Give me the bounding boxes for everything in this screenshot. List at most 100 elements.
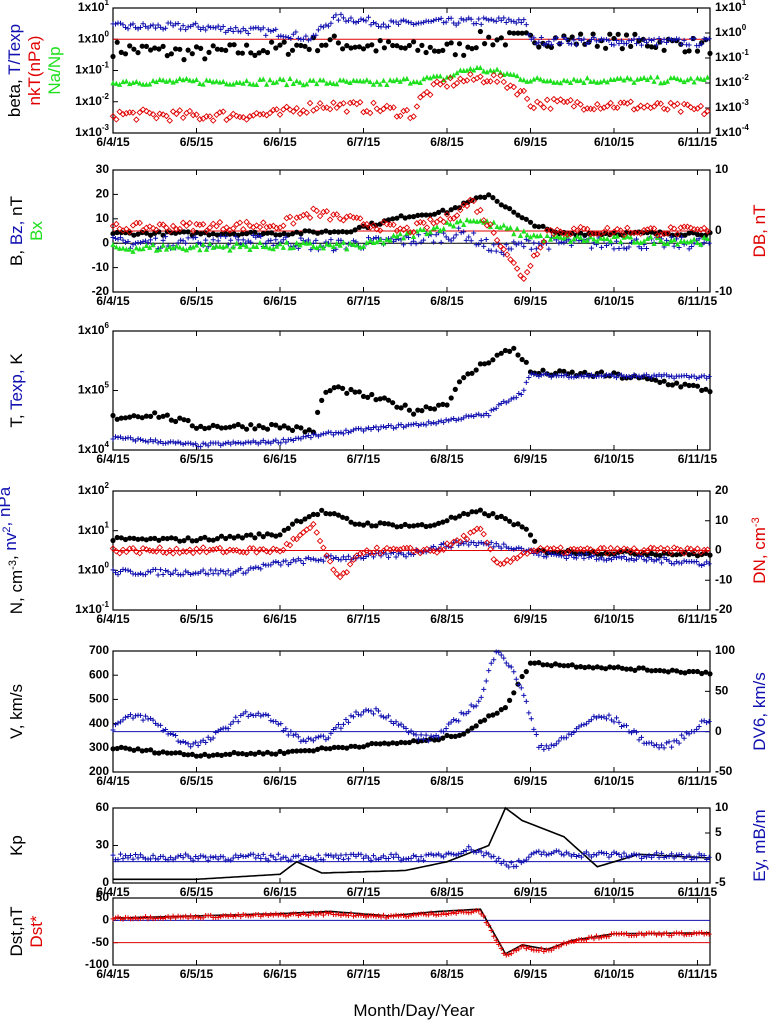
expected-temperature-series-point [278, 440, 284, 446]
db-series-point [497, 243, 504, 250]
temperature-ratio-series-point [526, 32, 532, 38]
bz-series-point [521, 244, 527, 250]
density-series-point [189, 538, 195, 544]
velocity-variation-series-point [393, 719, 399, 725]
expected-temperature-series-point [318, 432, 324, 438]
velocity-variation-series-point [180, 738, 186, 744]
temperature-series-point [302, 429, 308, 435]
temperature-series-point [511, 345, 517, 351]
bz-series-point [478, 238, 484, 244]
alpha-ratio-series-point [497, 69, 504, 75]
alpha-ratio-series-point [511, 71, 517, 78]
velocity-series-point [173, 750, 179, 756]
bz-series-point [218, 233, 224, 239]
bz-series-point [245, 238, 251, 244]
expected-temperature-series-point [305, 432, 311, 438]
bz-series-point [305, 237, 311, 243]
density-variation-series-point [213, 545, 220, 553]
temperature-series-point [281, 423, 287, 429]
bx-series-point [340, 239, 347, 245]
bz-series-point [203, 237, 209, 243]
pressure-series-point [637, 102, 644, 109]
expected-temperature-series-point [461, 415, 467, 421]
bz-series-point [143, 238, 149, 244]
velocity-variation-series-point [629, 730, 635, 736]
temperature-series-point [264, 426, 271, 432]
bz-series-point [280, 237, 286, 243]
ey-series-point [215, 856, 221, 862]
ey-series-point [438, 853, 444, 859]
dynamic-pressure-series-point [606, 556, 612, 562]
velocity-variation-series-point [381, 714, 387, 720]
pressure-series-point [283, 103, 290, 111]
dst-corrected-series-point [428, 910, 434, 916]
bx-series-point [274, 243, 280, 249]
ey-series-point [636, 852, 642, 858]
bx-series-point [277, 241, 283, 247]
velocity-variation-series-point [546, 745, 552, 751]
y2-tick-label: 5 [715, 825, 722, 839]
velocity-series-point [674, 668, 680, 674]
bz-series-point [183, 240, 189, 246]
b-magnitude-series-point [390, 216, 396, 222]
pressure-series-point [533, 98, 541, 106]
pressure-series-point [183, 109, 190, 117]
density-series-point [310, 511, 316, 517]
velocity-series-point [649, 668, 655, 674]
bx-series-point [648, 234, 654, 240]
temperature-ratio-series-point [538, 34, 544, 40]
pressure-series-point [143, 107, 150, 115]
db-series-point [557, 228, 564, 235]
expected-temperature-series-point [110, 436, 116, 442]
bz-series-point [133, 240, 139, 246]
ey-series-point [576, 853, 582, 859]
velocity-variation-series-point [669, 744, 675, 750]
temperature-ratio-series-point [646, 36, 652, 42]
pressure-series-point [570, 103, 578, 110]
dst-corrected-series-point [496, 942, 502, 948]
velocity-series-point [448, 733, 454, 740]
dst-corrected-series-point [148, 914, 154, 920]
temperature-ratio-series-point [355, 19, 361, 25]
pressure-series-point [243, 116, 250, 123]
beta-series-point [494, 37, 500, 43]
dynamic-pressure-series-point [456, 542, 462, 548]
b-magnitude-series-point [540, 223, 546, 229]
alpha-ratio-series-point [517, 76, 524, 82]
db-series-point [453, 212, 461, 219]
density-series-point [452, 515, 458, 521]
velocity-variation-series-point [456, 718, 462, 724]
expected-temperature-series-point [260, 437, 266, 443]
pressure-series-point [179, 114, 187, 122]
pressure-series-point [286, 106, 294, 113]
alpha-ratio-series-point [414, 78, 420, 85]
temperature-ratio-series-point [704, 36, 710, 42]
expected-temperature-series-point [426, 419, 432, 425]
db-series-point [670, 225, 678, 232]
alpha-ratio-series-point [688, 75, 694, 81]
alpha-ratio-series-point [197, 80, 203, 86]
beta-series-point [456, 41, 463, 47]
density-variation-series-point [664, 545, 671, 552]
alpha-ratio-series-point [598, 79, 604, 85]
density-variation-series-point [216, 544, 224, 552]
density-series-point [411, 523, 417, 529]
b-magnitude-series-point [582, 232, 588, 238]
y-axis-label: B, Bz, nT [7, 196, 26, 266]
b-magnitude-series-point [440, 207, 446, 213]
dynamic-pressure-series-point [270, 559, 276, 565]
db-series-point [610, 228, 618, 236]
beta-series-point [185, 47, 191, 53]
pressure-series-point [296, 110, 304, 117]
velocity-variation-series-point [613, 715, 619, 721]
expected-temperature-series-point [508, 396, 514, 402]
velocity-variation-series-point [481, 686, 487, 692]
ey-series-point [195, 856, 201, 862]
pressure-series-point [537, 100, 544, 108]
density-series-point [511, 522, 517, 528]
expected-temperature-series-point [601, 374, 607, 380]
db-series-point [293, 214, 300, 221]
ey-series-point [243, 853, 249, 859]
beta-series-point [661, 47, 667, 53]
x-tick-label: 6/6/15 [263, 885, 297, 899]
